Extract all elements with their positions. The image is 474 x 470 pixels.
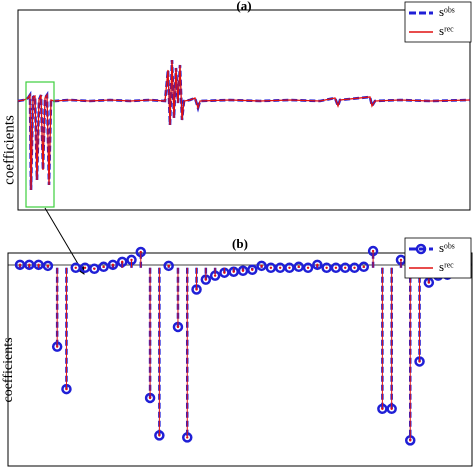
stem-marker [371,249,375,253]
stem-marker [330,262,342,274]
stem-marker [399,258,403,262]
plot-frame [7,252,473,467]
stem-marker [409,439,412,442]
stem-marker [269,266,273,269]
stem-marker [148,396,152,400]
legend-box [404,237,472,279]
stem-marker [42,260,54,272]
stem-marker [358,261,370,273]
stem-marker [102,265,105,269]
signal-line [17,59,471,191]
stem-marker [111,263,115,267]
stem-marker [33,259,44,271]
stem-marker [163,260,174,272]
stem-marker [74,266,77,269]
stem-marker [293,261,304,273]
stem-marker [349,262,360,274]
stem-marker [83,266,87,269]
stem-marker [381,407,384,411]
stem-marker [237,265,249,276]
stem-marker [260,264,263,268]
plot-frame [17,9,471,211]
panel-title: (a) [236,0,251,13]
stem-marker [265,262,277,274]
stem-marker [98,261,109,273]
stem-marker [418,360,421,363]
stem-marker [167,264,170,268]
stem-marker [256,260,267,272]
stem-marker [79,262,91,274]
stem-marker [241,269,245,272]
stem-marker [427,281,431,284]
stem-marker [306,266,310,269]
stem-marker [176,325,180,329]
legend-box [404,1,472,43]
stem-marker [339,262,351,274]
stem-marker [278,266,282,269]
stem-marker [232,270,235,273]
signal-line [17,59,471,191]
stem-marker [204,278,208,281]
zoom-box [25,81,55,208]
stem-marker [139,250,142,254]
stem-marker [65,387,68,391]
stem-marker [93,267,96,270]
stem-marker [316,263,319,267]
legend-label: sᵒᵇˢ [439,4,455,19]
stem-marker [213,274,217,277]
legend-label: sᵒᵇˢ [439,240,455,255]
stem-marker [37,263,40,267]
stem-marker [46,264,50,268]
stem-marker [186,436,189,439]
stem-marker [228,266,239,277]
legend-label: sʳᵉᶜ [439,23,454,38]
stem-marker [130,258,133,262]
legend-label: sʳᵉᶜ [439,259,454,274]
stem-marker [297,265,300,269]
stem-marker [284,262,295,274]
stem-marker [344,266,347,269]
stem-marker [302,262,314,274]
stem-marker [334,266,338,269]
stem-marker [195,288,198,291]
stem-marker [251,268,254,271]
stem-marker [158,434,161,437]
y-axis-label: coefficients [1,115,17,185]
stem-marker [362,265,365,269]
stem-marker [18,263,22,267]
stem-marker [223,271,226,274]
stem-marker [325,266,328,269]
stem-marker [121,260,124,264]
legend-swatch [415,243,427,255]
stem-marker [390,407,393,411]
stem-marker [14,259,26,271]
stem-marker [70,262,81,274]
stem-marker [55,345,59,348]
stem-marker [312,259,323,271]
stem-marker [288,266,291,269]
stem-marker [247,264,258,276]
stem-marker [24,259,35,271]
stem-marker [28,263,31,267]
panel-title: (b) [232,236,248,251]
stem-marker [321,262,332,274]
stem-marker [89,263,100,275]
stem-marker [274,262,286,274]
y-axis-label: coefficients [1,337,16,402]
stem-marker [353,266,356,269]
stem-marker [107,259,119,271]
